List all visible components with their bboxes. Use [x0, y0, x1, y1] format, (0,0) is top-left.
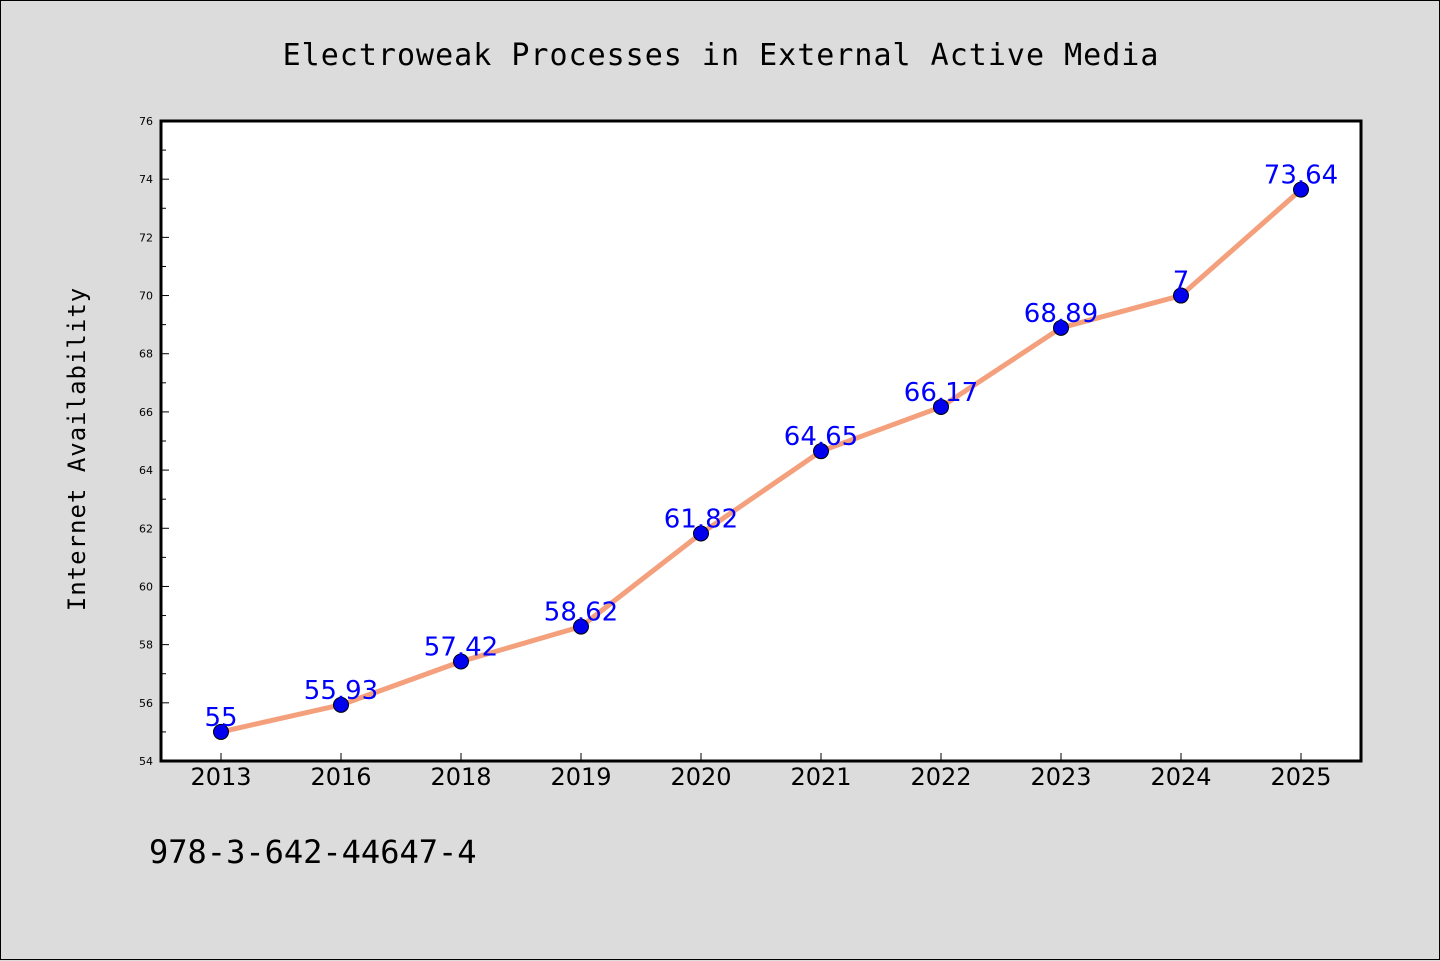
y-tick-label: 70 [139, 290, 153, 303]
data-label: 73.64 [1264, 161, 1338, 191]
y-tick-label: 64 [139, 464, 153, 477]
x-tick-label: 2016 [310, 763, 371, 791]
data-point-marker [693, 525, 709, 542]
data-label: 68.89 [1024, 299, 1098, 329]
data-label: 55.93 [304, 676, 378, 706]
y-tick-label: 54 [139, 755, 153, 768]
series-line [218, 187, 1304, 735]
x-tick-label: 2018 [430, 763, 491, 791]
x-tick-label: 2020 [670, 763, 731, 791]
x-tick-label: 2019 [550, 763, 611, 791]
y-tick-label: 66 [139, 406, 153, 419]
y-tick-label: 68 [139, 348, 153, 361]
y-tick-label: 76 [139, 115, 153, 128]
data-point-marker [933, 398, 949, 415]
chart-title: Electroweak Processes in External Active… [283, 38, 1160, 73]
x-tick-label: 2013 [190, 763, 251, 791]
data-point-marker [333, 696, 349, 713]
data-label: 55 [204, 703, 237, 733]
data-label: 57.42 [424, 633, 498, 663]
y-tick-label: 72 [139, 231, 153, 244]
data-label: 7 [1173, 267, 1190, 297]
data-label: 61.82 [664, 505, 738, 535]
y-tick-label: 56 [139, 697, 153, 710]
x-axis-ticks: 2013 2016 2018 2019 2020 2021 2022 2023 2024 2025 [190, 753, 1332, 791]
data-point-marker [213, 723, 229, 740]
data-point-marker [1173, 287, 1189, 304]
y-axis-ticks: 54 56 58 60 62 64 66 68 70 72 74 76 [139, 115, 169, 768]
y-tick-label: 60 [139, 580, 153, 593]
data-label: 66.17 [904, 378, 978, 408]
x-tick-label: 2025 [1270, 763, 1331, 791]
plot-area [161, 121, 1361, 761]
isbn-text: 978-3-642-44647-4 [149, 833, 477, 871]
data-point-marker [453, 653, 469, 670]
data-label: 58.62 [544, 598, 618, 628]
x-tick-label: 2021 [790, 763, 851, 791]
x-tick-label: 2023 [1030, 763, 1091, 791]
x-tick-label: 2024 [1150, 763, 1211, 791]
series-layer: 55 55.93 57.42 58.62 61.82 64.65 66.17 68.89 7 73… [204, 161, 1338, 740]
data-point-marker [573, 618, 589, 635]
y-tick-label: 58 [139, 639, 153, 652]
plot-border [159, 119, 1363, 763]
x-tick-label: 2022 [910, 763, 971, 791]
data-point-marker [1293, 181, 1309, 198]
y-axis-label: Internet Availability [63, 287, 91, 611]
data-point-marker [1053, 319, 1069, 336]
data-point-marker [813, 443, 829, 460]
y-tick-label: 74 [139, 173, 153, 186]
y-tick-label: 62 [139, 522, 153, 535]
data-label: 64.65 [784, 422, 858, 452]
